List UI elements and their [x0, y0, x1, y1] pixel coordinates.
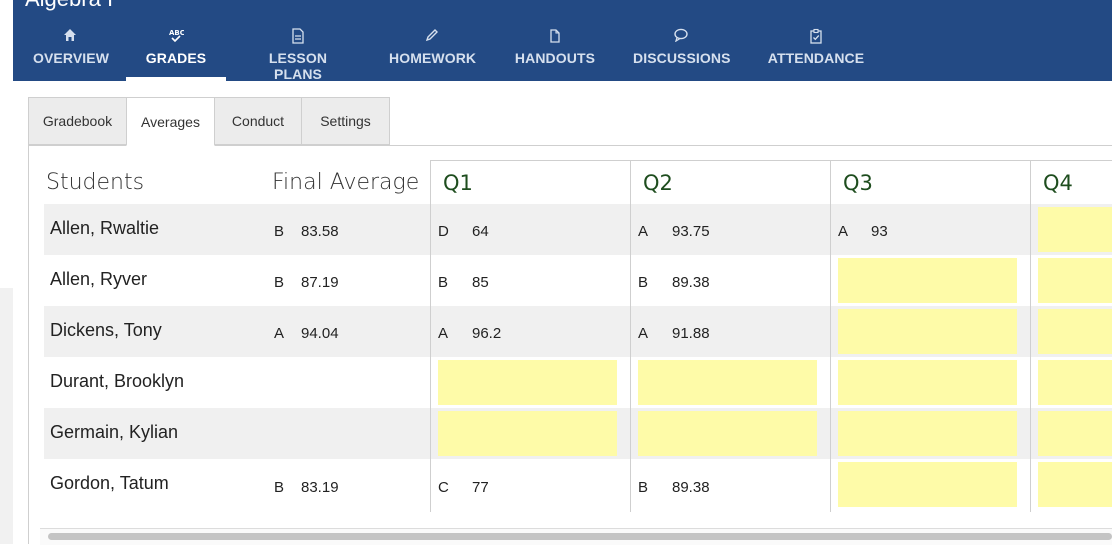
horizontal-scrollbar[interactable]: [40, 528, 1112, 545]
abc-check-icon: ABC: [126, 28, 226, 46]
q1-empty-grade-cell[interactable]: [438, 360, 617, 405]
q2-letter: A: [638, 325, 649, 342]
svg-text:ABC: ABC: [169, 29, 184, 37]
q1-empty-grade-cell[interactable]: [438, 411, 617, 456]
final-letter: B: [274, 274, 285, 291]
column-divider: [630, 160, 631, 512]
tab-gradebook[interactable]: Gradebook: [28, 97, 127, 145]
nav-lesson-plans[interactable]: LESSON PLANS: [243, 28, 353, 82]
nav-overview[interactable]: OVERVIEW: [33, 28, 110, 81]
course-nav-bar: Algebra I OVERVIEW ABC GRADES LESSON PLA…: [13, 0, 1112, 82]
nav-attendance-label: ATTENDANCE: [767, 50, 865, 66]
final-value: 87.19: [301, 274, 339, 291]
quarter-header-q3: Q3: [830, 160, 1030, 204]
nav-grades[interactable]: ABC GRADES: [126, 28, 226, 81]
q4-empty-grade-cell[interactable]: [1038, 360, 1112, 405]
nav-discussions[interactable]: DISCUSSIONS: [633, 28, 731, 81]
tab-settings[interactable]: Settings: [301, 97, 390, 145]
nav-lesson-plans-label: LESSON PLANS: [268, 50, 328, 82]
q3-letter: A: [838, 223, 849, 240]
q4-empty-grade-cell[interactable]: [1038, 411, 1112, 456]
quarter-header-q4: Q4: [1030, 160, 1112, 204]
pencil-icon: [389, 28, 475, 46]
averages-panel: [28, 145, 1112, 544]
column-divider: [830, 160, 831, 512]
nav-grades-label: GRADES: [145, 50, 207, 66]
student-name[interactable]: Allen, Ryver: [50, 269, 148, 289]
q4-empty-grade-cell[interactable]: [1038, 309, 1112, 354]
students-header: Students: [46, 170, 145, 195]
clipboard-check-icon: [767, 28, 865, 46]
nav-homework-label: HOMEWORK: [389, 50, 477, 66]
tab-conduct[interactable]: Conduct: [214, 97, 302, 145]
final-letter: B: [274, 223, 285, 240]
nav-handouts-label: HANDOUTS: [514, 50, 596, 66]
final-value: 94.04: [301, 325, 339, 342]
q2-letter: B: [638, 274, 649, 291]
copy-icon: [514, 28, 596, 46]
student-name[interactable]: Dickens, Tony: [50, 320, 162, 340]
q3-empty-grade-cell[interactable]: [838, 258, 1017, 303]
table-row: Germain, Kylian: [44, 408, 1112, 459]
q1-letter: B: [438, 274, 449, 291]
q2-value: 91.88: [672, 325, 710, 342]
table-row: Dickens, Tony A 94.04 A 96.2 A 91.88: [44, 306, 1112, 357]
home-icon: [33, 28, 107, 46]
q4-empty-grade-cell[interactable]: [1038, 462, 1112, 507]
document-icon: [243, 28, 353, 46]
q2-empty-grade-cell[interactable]: [638, 360, 817, 405]
subtabs-divider: [28, 145, 1112, 146]
q1-value: 77: [472, 479, 489, 496]
table-row: Allen, Ryver B 87.19 B 85 B 89.38: [44, 255, 1112, 306]
q2-letter: B: [638, 479, 649, 496]
student-name[interactable]: Germain, Kylian: [50, 422, 179, 442]
student-name[interactable]: Gordon, Tatum: [50, 473, 169, 493]
table-row: Durant, Brooklyn: [44, 357, 1112, 408]
q3-empty-grade-cell[interactable]: [838, 309, 1017, 354]
scrollbar-thumb[interactable]: [48, 533, 1112, 540]
tab-averages[interactable]: Averages: [126, 97, 215, 146]
q2-value: 89.38: [672, 274, 710, 291]
student-name[interactable]: Allen, Rwaltie: [50, 218, 160, 238]
left-panel-edge: [0, 288, 13, 544]
q4-empty-grade-cell[interactable]: [1038, 207, 1112, 252]
q2-value: 89.38: [672, 479, 710, 496]
q1-value: 64: [472, 223, 489, 240]
table-row: Gordon, Tatum B 83.19 C 77 B 89.38: [44, 459, 1112, 510]
q3-empty-grade-cell[interactable]: [838, 462, 1017, 507]
final-average-header: Final Average: [272, 170, 420, 195]
final-letter: B: [274, 479, 285, 496]
column-divider: [430, 160, 431, 512]
speech-bubble-icon: [633, 28, 729, 46]
q3-empty-grade-cell[interactable]: [838, 360, 1017, 405]
q4-empty-grade-cell[interactable]: [1038, 258, 1112, 303]
final-value: 83.58: [301, 223, 339, 240]
nav-discussions-label: DISCUSSIONS: [633, 50, 731, 66]
nav-attendance[interactable]: ATTENDANCE: [767, 28, 865, 81]
final-value: 83.19: [301, 479, 339, 496]
q2-letter: A: [638, 223, 649, 240]
q3-value: 93: [871, 223, 888, 240]
q1-value: 85: [472, 274, 489, 291]
nav-overview-label: OVERVIEW: [33, 50, 110, 66]
course-title: Algebra I: [25, 0, 113, 12]
table-row: Allen, Rwaltie B 83.58 D 64 A 93.75 A 93: [44, 204, 1112, 255]
quarter-header-q2: Q2: [630, 160, 830, 204]
nav-homework[interactable]: HOMEWORK: [389, 28, 477, 81]
column-divider: [1030, 160, 1031, 512]
final-letter: A: [274, 325, 285, 342]
q3-empty-grade-cell[interactable]: [838, 411, 1017, 456]
q1-letter: A: [438, 325, 449, 342]
q1-letter: D: [438, 223, 449, 240]
nav-handouts[interactable]: HANDOUTS: [514, 28, 596, 81]
student-name[interactable]: Durant, Brooklyn: [50, 371, 185, 391]
q1-letter: C: [438, 479, 449, 496]
q2-value: 93.75: [672, 223, 710, 240]
q2-empty-grade-cell[interactable]: [638, 411, 817, 456]
quarter-header-q1: Q1: [430, 160, 630, 204]
q1-value: 96.2: [472, 325, 502, 342]
